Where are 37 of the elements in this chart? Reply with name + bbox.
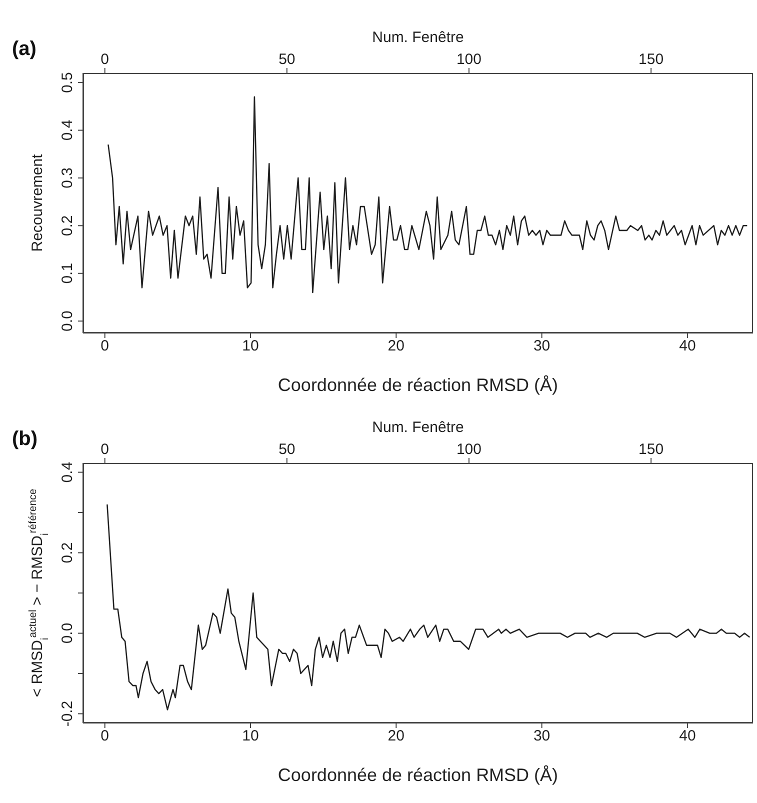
x-tick-label: 0 (100, 338, 110, 355)
x2-tick-label: 100 (456, 441, 482, 458)
x-axis-title: Coordonnée de réaction RMSD (Å) (278, 765, 558, 785)
y-tick-label: 0.1 (59, 262, 76, 284)
y-axis-title: Recouvrement (29, 153, 46, 252)
y-tick-label: 0.2 (59, 542, 76, 564)
x2-tick-label: 0 (100, 441, 110, 458)
y-tick-label: 0.4 (59, 120, 76, 141)
y-tick-label: -0.2 (59, 700, 76, 727)
y-tick-label: 0.4 (59, 462, 76, 483)
x-tick-label: 30 (533, 728, 550, 745)
x-tick-label: 40 (679, 728, 696, 745)
text: (b) (12, 428, 38, 451)
y-tick-label: 0.2 (59, 215, 76, 236)
x2-tick-label: 150 (638, 51, 664, 68)
line-series (106, 504, 750, 710)
x-tick-label: 10 (242, 338, 259, 355)
y-tick-label: 0.0 (59, 310, 76, 332)
x-tick-label: 20 (388, 728, 404, 745)
y-tick-label: 0.5 (59, 72, 76, 93)
x2-tick-label: 50 (278, 441, 296, 458)
x-tick-label: 30 (533, 338, 550, 355)
line-series (108, 96, 748, 294)
text: (a) (12, 38, 36, 61)
x2-tick-label: 50 (278, 51, 296, 68)
x2-tick-label: 150 (638, 441, 664, 458)
x2-tick-label: 100 (456, 51, 482, 68)
y-tick-label: 0.0 (59, 622, 76, 644)
x-tick-label: 40 (679, 338, 696, 355)
x-tick-label: 20 (388, 338, 404, 355)
y-tick-label: 0.3 (59, 168, 76, 188)
x2-axis-title: Num. Fenêtre (372, 419, 464, 436)
x2-tick-label: 0 (100, 51, 110, 68)
x-tick-label: 0 (100, 728, 110, 745)
x2-axis-title: Num. Fenêtre (372, 29, 464, 46)
x-tick-label: 10 (242, 728, 259, 745)
x-axis-title: Coordonnée de réaction RMSD (Å) (278, 375, 558, 395)
